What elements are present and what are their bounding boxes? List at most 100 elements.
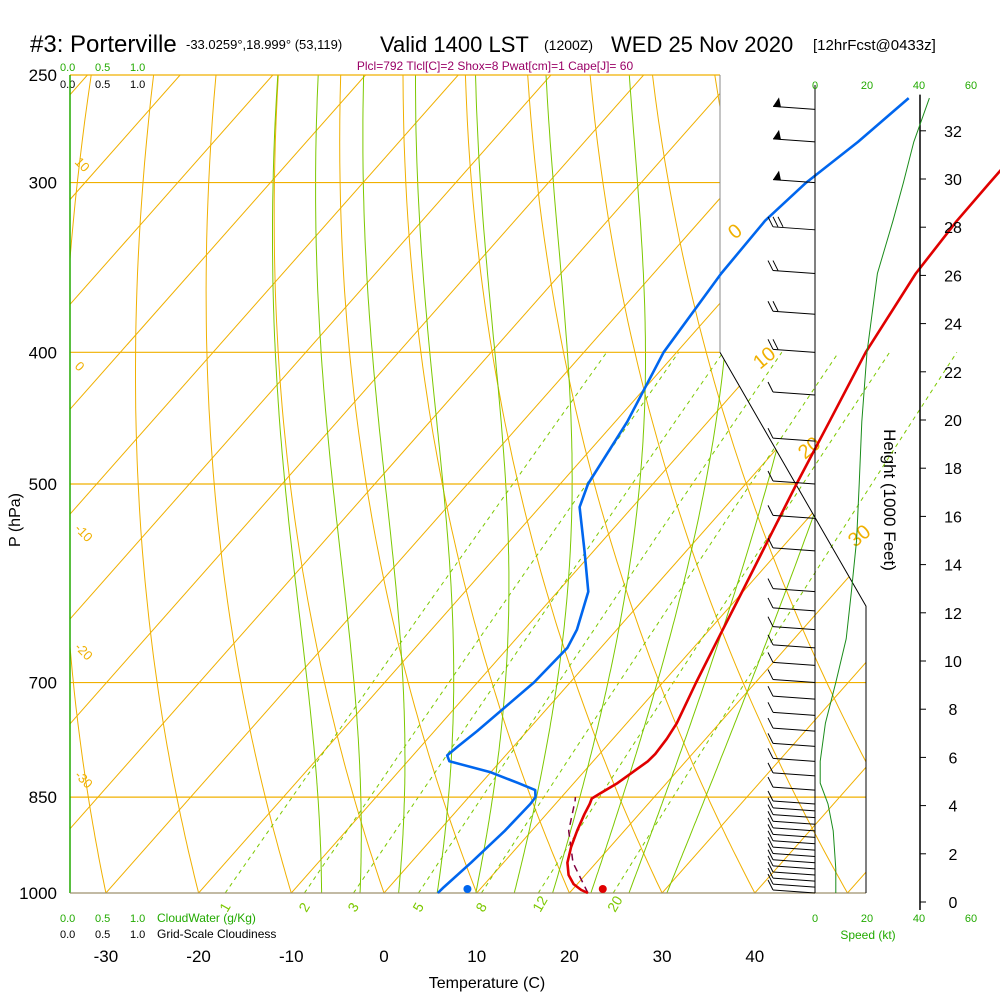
height-tick-label: 32 [944,124,962,141]
height-tick-label: 8 [949,702,958,719]
wind-barb [767,748,816,762]
surface-temp-marker [598,885,607,893]
wind-barb-staff [772,727,816,732]
wind-barb [767,836,816,851]
temperature-profile [566,169,1000,895]
wind-barb-staff [772,437,816,442]
wind-barb-flag [767,702,774,713]
wind-barb-flag [767,634,774,646]
speed-tick-label-bottom: 20 [861,913,873,925]
wind-barb-flag [767,470,774,482]
pressure-tick-label: 1000 [19,884,57,903]
speed-tick-label-top: 40 [913,80,925,92]
wind-barb-flag [772,339,779,350]
wind-barb-flag [767,855,774,867]
mixing-ratio-line [353,352,724,894]
wind-barb-staff [772,742,816,747]
height-tick-label: 22 [944,365,962,382]
wind-barb [772,170,816,184]
dry-adiabat-line [587,75,865,893]
wind-barb-staff [772,607,816,612]
height-tick-label: 20 [944,413,962,430]
wind-barb [767,824,816,838]
wind-barb-staff [772,800,816,805]
wind-barb-pennant [773,129,781,140]
wind-barb-flag [767,843,774,854]
wind-barb-flag [767,824,774,835]
zulu-time: (1200Z) [544,37,593,53]
wind-barb [772,97,816,110]
wind-barb-staff [772,644,816,649]
wind-barb-flag [767,836,774,848]
moist-adiabat-line [415,75,455,893]
wind-barb-flag [767,873,774,885]
wind-barb [767,669,816,684]
temperature-tick-label: 20 [560,947,579,966]
wind-barb [767,830,816,845]
wind-barb [767,381,816,396]
wind-barb [767,817,816,832]
isotherm-line [661,75,866,893]
dry-adiabat-line [525,75,771,893]
x-axis-label: Temperature (C) [429,975,545,992]
temperature-tick-label: 30 [653,947,672,966]
parcel-path [567,797,589,894]
wind-barb [767,797,816,812]
pressure-tick-label: 500 [29,475,57,494]
wind-barb-staff [772,757,816,762]
wind-barb-flag [767,733,774,744]
wind-barb-flag [767,804,774,815]
wind-barb-flag [767,616,774,627]
dry-adiabat-line [464,75,677,893]
wind-barb [767,505,816,519]
moist-adiabat-line [315,75,362,893]
wind-barb-flag [767,685,774,697]
wind-barb [767,804,816,819]
wind-barb-staff [772,883,816,888]
wind-barb-flag [777,216,784,228]
forecast-date: WED 25 Nov 2020 [611,32,793,57]
cloud-top-black-0: 0.0 [60,79,75,91]
height-tick-label: 0 [949,895,958,912]
wind-barb-staff [772,840,816,845]
tropopause-boundary [719,352,867,893]
height-tick-label: 18 [944,461,962,478]
wind-barb [767,301,816,315]
cloud-bottom-green-1: 0.5 [95,913,110,925]
wind-barb-flag [772,216,779,228]
cloud-bottom-black-0: 0.0 [60,929,75,941]
wind-speed-profile [819,97,930,893]
dry-adiabat-line [339,75,489,893]
wind-barb [767,843,816,857]
wind-barb-flag [767,505,774,516]
wind-barb-staff [772,820,816,825]
height-tick-label: 12 [944,606,962,623]
wind-barb [767,685,816,700]
wind-barb-staff [772,772,816,777]
wind-barb-flag [767,652,774,663]
wind-barb-staff [772,877,816,882]
wind-barb-staff [772,514,816,519]
dewpoint-profile [436,97,910,894]
wind-barb-flag [767,339,774,350]
cloud-bottom-black-2: 1.0 [130,929,145,941]
wind-barb-flag [767,762,774,774]
dry-adiabat-line [70,75,113,893]
wind-barb [767,216,816,231]
cloud-scale-top: 0.0 0.5 1.0 0.0 0.5 1.0 [60,62,145,91]
wind-barb [767,762,816,777]
temperature-tick-label: -30 [94,947,119,966]
height-tick-label: 26 [944,268,962,285]
moist-adiabat-line [469,75,510,893]
cloudiness-label: Grid-Scale Cloudiness [157,927,276,941]
pressure-tick-label: 300 [29,174,57,193]
moist-adiabat-line [506,75,573,893]
wind-barb [767,849,816,864]
height-tick-label: 10 [944,654,962,671]
wind-barb [767,855,816,870]
wind-barb-staff [772,852,816,857]
wind-barb [767,861,816,876]
wind-barb-staff [772,695,816,700]
wind-barb-flag [767,537,774,549]
